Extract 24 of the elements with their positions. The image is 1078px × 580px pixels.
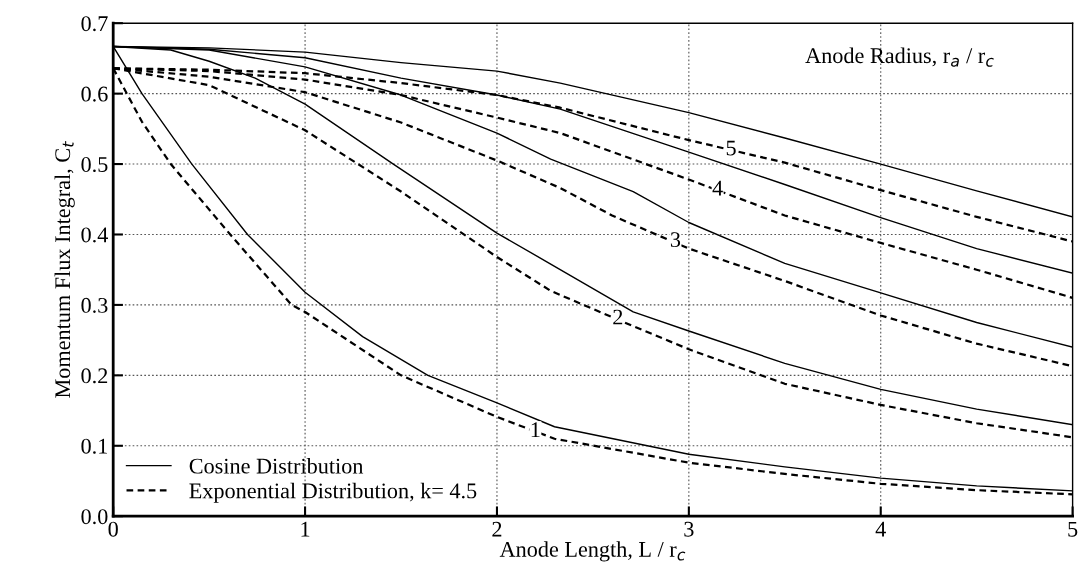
y-tick-label: 0.5 [81,156,108,173]
y-tick-label: 0.6 [81,86,108,102]
y-tick-label: 0.7 [81,16,108,32]
annotation: 1 [531,422,540,438]
annotation: 5 [726,140,736,156]
x-tick-label: 4 [875,521,886,537]
y-tick-label: 0.1 [81,438,107,454]
legend-label: Exponential Distribution, k= 4.5 [189,482,477,503]
x-tick-label: 1 [301,521,310,537]
y-axis-title: Momentum Flux Integral, C$_{t}$ [54,141,75,398]
legend-label: Cosine Distribution [189,457,364,474]
y-tick-label: 0.4 [81,227,108,243]
x-tick-label: 0 [108,521,118,537]
y-tick-label: 0.3 [81,297,108,313]
annotation: 3 [670,232,681,248]
x-tick-label: 5 [1068,521,1078,537]
x-tick-label: 2 [492,521,502,537]
y-tick-label: 0.2 [81,368,108,384]
annotation: 2 [613,309,623,325]
x-tick-label: 3 [684,521,694,537]
annotation: 4 [712,180,723,196]
y-tick-label: 0.0 [81,509,108,525]
annotation: Anode Radius, r$_{a}$ / r$_{c}$ [805,47,994,67]
x-axis-title: Anode Length, L / r$_{c}$ [499,541,686,562]
